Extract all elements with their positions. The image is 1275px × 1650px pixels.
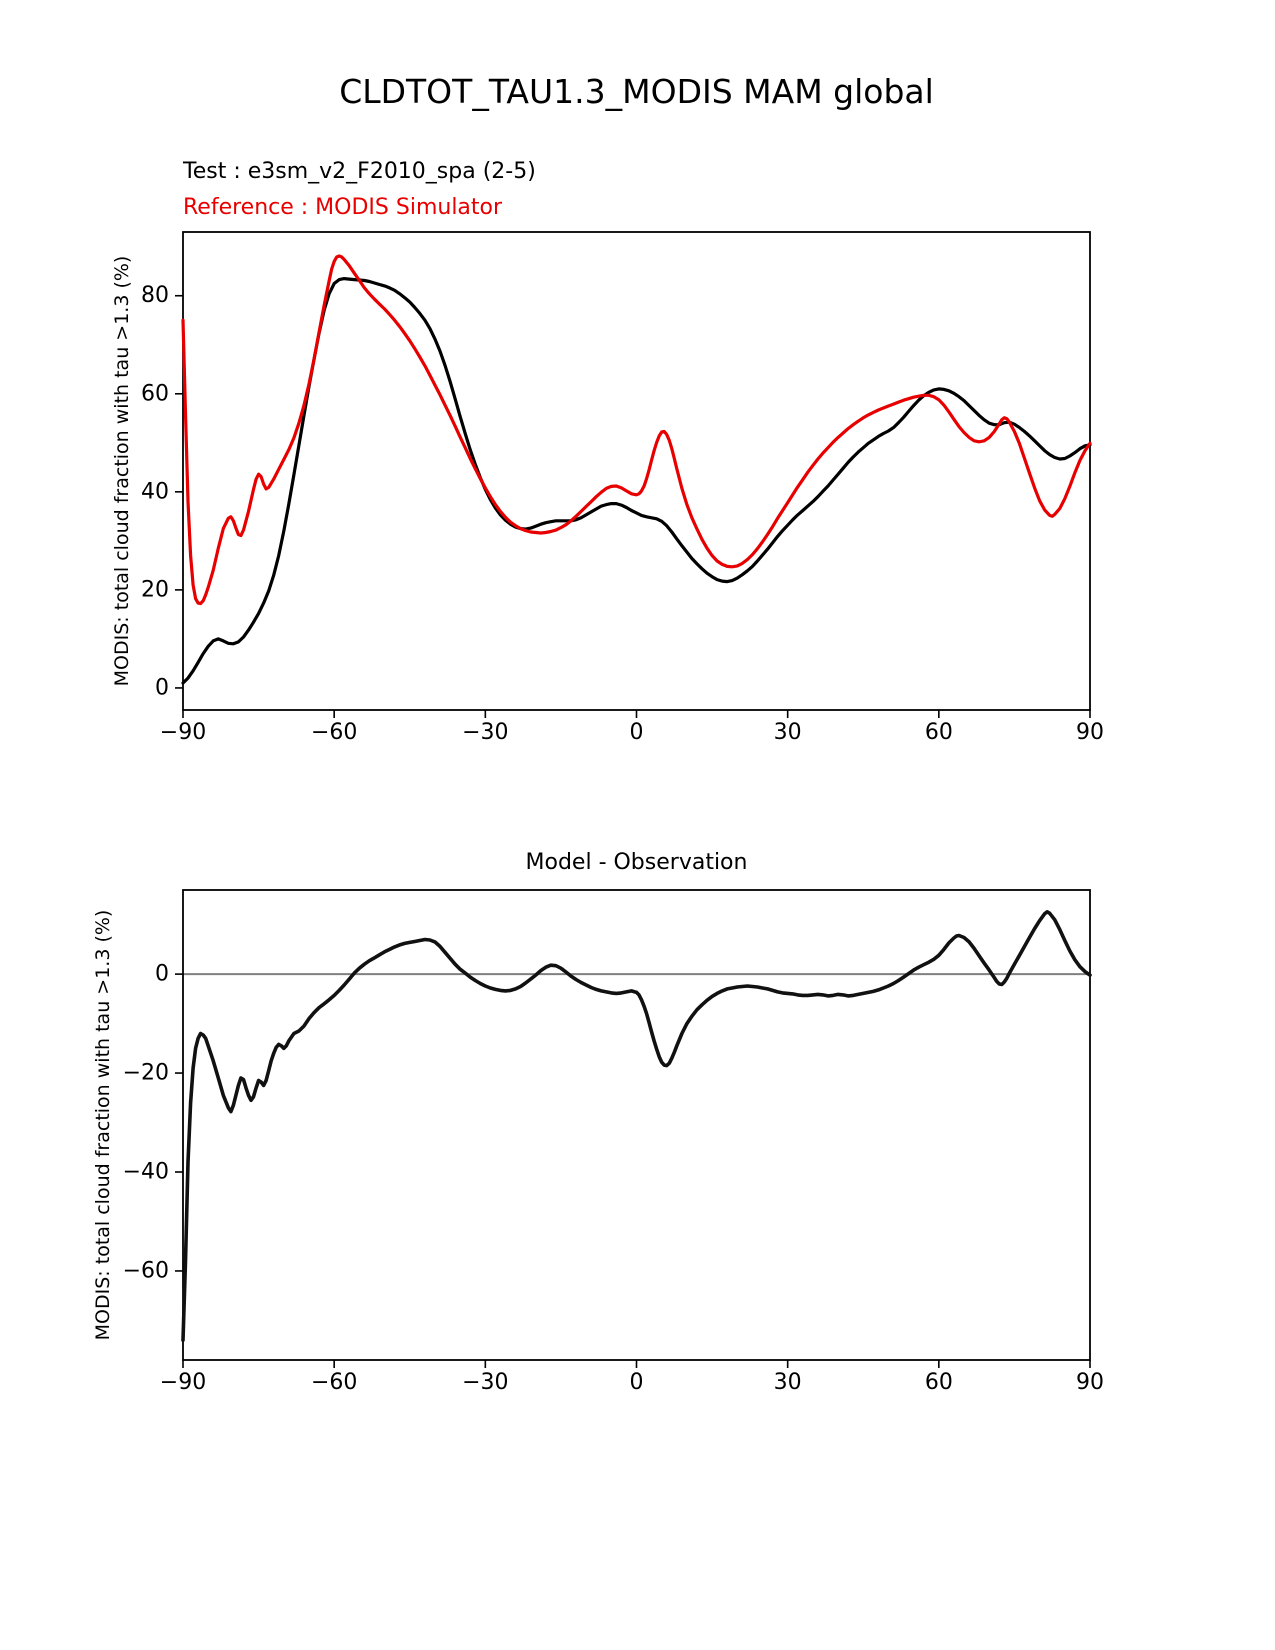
x-tick-label: 0 bbox=[630, 720, 644, 745]
series-line-0 bbox=[181, 277, 1092, 685]
series-line-1 bbox=[181, 254, 1092, 606]
axes-frame bbox=[182, 889, 1091, 1361]
figure-title: CLDTOT_TAU1.3_MODIS MAM global bbox=[339, 72, 934, 111]
y-tick-label: −20 bbox=[123, 1061, 169, 1086]
legend-reference-label: Reference : MODIS Simulator bbox=[183, 195, 503, 220]
panel-top: −90 −60 −30 0 30 60 90 0 20 40 60 80 bbox=[141, 231, 1104, 745]
axes-frame bbox=[182, 231, 1091, 711]
x-tick-label: 90 bbox=[1076, 1370, 1104, 1395]
x-tick-label: 0 bbox=[630, 1370, 644, 1395]
x-tick-label: −60 bbox=[311, 1370, 357, 1395]
x-tick-label: 60 bbox=[925, 1370, 953, 1395]
x-tick-label: −90 bbox=[160, 720, 206, 745]
panel-bottom: −90 −60 −30 0 30 60 90 0 −20 −40 −60 bbox=[123, 889, 1104, 1395]
y-tick-label: 0 bbox=[155, 675, 169, 700]
bottom-panel-title: Model - Observation bbox=[525, 850, 748, 875]
y-tick-label: 20 bbox=[141, 577, 169, 602]
y-tick-label: 80 bbox=[141, 283, 169, 308]
x-tick-label: −60 bbox=[311, 720, 357, 745]
x-tick-label: 90 bbox=[1076, 720, 1104, 745]
y-tick-label: 60 bbox=[141, 381, 169, 406]
y-tick-label: 40 bbox=[141, 479, 169, 504]
x-tick-label: 30 bbox=[774, 1370, 802, 1395]
series-line-0 bbox=[181, 909, 1092, 1342]
x-tick-label: −90 bbox=[160, 1370, 206, 1395]
x-tick-label: −30 bbox=[462, 720, 508, 745]
legend-test-label: Test : e3sm_v2_F2010_spa (2-5) bbox=[183, 159, 536, 184]
y-tick-label: 0 bbox=[155, 962, 169, 987]
x-tick-label: 60 bbox=[925, 720, 953, 745]
y-tick-label: −40 bbox=[123, 1160, 169, 1185]
x-tick-label: 30 bbox=[774, 720, 802, 745]
x-tick-label: −30 bbox=[462, 1370, 508, 1395]
y-tick-label: −60 bbox=[123, 1258, 169, 1283]
